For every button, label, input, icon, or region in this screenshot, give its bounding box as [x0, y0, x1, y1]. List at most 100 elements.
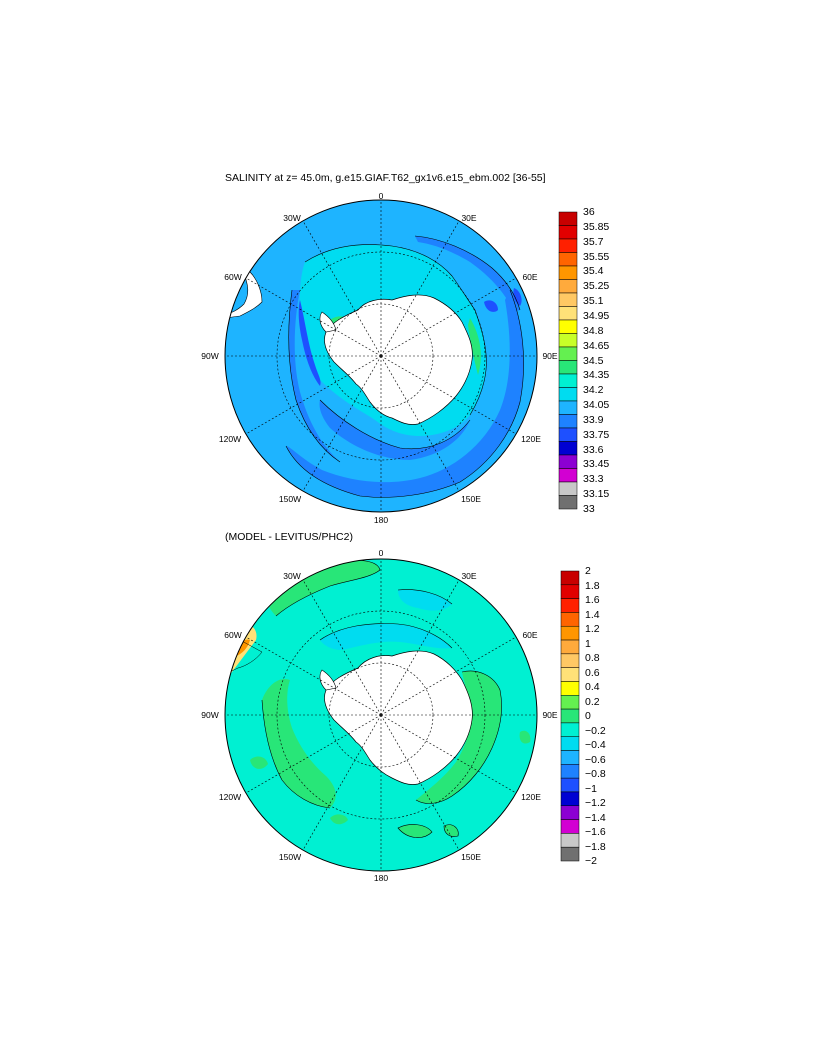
- lon-label: 120W: [218, 792, 242, 802]
- colorbar-swatch: [558, 481, 578, 496]
- difference-map: [224, 558, 538, 872]
- colorbar-swatch: [558, 292, 578, 307]
- colorbar-label: −0.2: [585, 724, 606, 737]
- colorbar-swatch: [558, 427, 578, 442]
- colorbar-label: 33.6: [583, 443, 604, 456]
- colorbar-label: 34.95: [583, 309, 610, 322]
- lon-label: 60E: [522, 272, 538, 282]
- colorbar-label: −1.2: [585, 797, 606, 809]
- colorbar-label: −1: [585, 782, 597, 795]
- colorbar-label: −1.6: [585, 826, 606, 838]
- colorbar-swatch: [560, 570, 580, 586]
- lon-label: 90E: [542, 351, 558, 361]
- colorbar-swatch: [558, 360, 578, 375]
- colorbar-swatch: [558, 279, 578, 294]
- colorbar-label: 35.7: [583, 235, 604, 248]
- colorbar-swatch: [560, 625, 580, 641]
- colorbar-label: 1: [585, 637, 591, 650]
- colorbar-swatch: [560, 695, 580, 710]
- colorbar-label: 1.2: [585, 623, 600, 635]
- colorbar-swatch: [558, 346, 578, 361]
- colorbar-swatch: [558, 454, 578, 469]
- colorbar-label: −0.6: [585, 753, 606, 766]
- lon-label: 90W: [201, 710, 219, 720]
- lon-label: 30E: [461, 213, 477, 223]
- colorbar-swatch: [558, 252, 578, 267]
- salinity-map-title: SALINITY at z= 45.0m, g.e15.GIAF.T62_gx1…: [225, 172, 546, 184]
- lon-label: 60E: [522, 630, 538, 640]
- colorbar-label: 33: [583, 503, 595, 515]
- colorbar-label: 35.1: [583, 295, 604, 308]
- lon-label: 0: [378, 548, 384, 558]
- colorbar-label: 34.2: [583, 384, 604, 397]
- colorbar-swatch: [560, 681, 580, 696]
- colorbar-swatch: [560, 791, 580, 807]
- lon-label: 90W: [201, 351, 219, 361]
- colorbar-swatch: [558, 319, 578, 334]
- colorbar-label: 33.75: [583, 428, 610, 441]
- colorbar-swatch: [558, 373, 578, 388]
- colorbar-label: 1.8: [585, 579, 600, 592]
- colorbar-label: 0: [585, 710, 591, 722]
- colorbar-label: 34.5: [583, 354, 604, 367]
- colorbar-label: 34.65: [583, 339, 610, 352]
- difference-colorbar: [560, 570, 580, 862]
- colorbar-swatch: [558, 468, 578, 483]
- colorbar-label: 33.45: [583, 458, 610, 471]
- colorbar-label: 34.8: [583, 324, 604, 337]
- colorbar-label: 33.15: [583, 488, 610, 501]
- colorbar-swatch: [558, 387, 578, 402]
- colorbar-swatch: [558, 225, 578, 240]
- colorbar-swatch: [558, 441, 578, 456]
- colorbar-swatch: [560, 639, 580, 655]
- colorbar-label: 0.2: [585, 695, 600, 708]
- colorbar-label: 1.6: [585, 594, 600, 606]
- colorbar-swatch: [558, 414, 578, 429]
- colorbar-label: 34.35: [583, 369, 610, 382]
- lon-label: 150W: [278, 494, 302, 504]
- colorbar-swatch: [560, 708, 580, 724]
- salinity-colorbar: [558, 211, 578, 510]
- colorbar-swatch: [558, 211, 578, 226]
- colorbar-swatch: [558, 238, 578, 253]
- colorbar-label: −1.4: [585, 811, 606, 824]
- lon-label: 120W: [218, 434, 242, 444]
- lon-label: 150W: [278, 852, 302, 862]
- colorbar-swatch: [558, 400, 578, 415]
- colorbar-swatch: [560, 667, 580, 682]
- lon-label: 30W: [283, 571, 301, 581]
- colorbar-label: 0.6: [585, 666, 600, 679]
- colorbar-swatch: [560, 736, 580, 751]
- colorbar-swatch: [560, 833, 580, 848]
- colorbar-swatch: [560, 612, 580, 627]
- lon-label: 60W: [224, 630, 242, 640]
- colorbar-swatch: [560, 653, 580, 668]
- colorbar-swatch: [560, 846, 580, 862]
- colorbar-swatch: [558, 306, 578, 321]
- colorbar-swatch: [560, 722, 580, 737]
- colorbar-swatch: [560, 750, 580, 765]
- lon-label: 0: [378, 191, 384, 201]
- colorbar-label: 33.3: [583, 473, 604, 486]
- colorbar-swatch: [560, 777, 580, 793]
- colorbar-label: 0.8: [585, 652, 600, 664]
- colorbar-label: −0.4: [585, 739, 606, 751]
- lon-label: 180: [373, 873, 389, 883]
- lon-label: 90E: [542, 710, 558, 720]
- lon-label: 30W: [283, 213, 301, 223]
- lon-label: 60W: [224, 272, 242, 282]
- lon-label: 150E: [461, 494, 481, 504]
- colorbar-label: 1.4: [585, 608, 600, 621]
- difference-map-title: (MODEL - LEVITUS/PHC2): [225, 531, 353, 543]
- colorbar-label: −2: [585, 855, 597, 867]
- colorbar-label: 35.85: [583, 220, 610, 233]
- colorbar-label: −1.8: [585, 840, 606, 853]
- lon-label: 120E: [521, 792, 541, 802]
- colorbar-label: 35.4: [583, 265, 604, 278]
- colorbar-swatch: [560, 819, 580, 834]
- colorbar-swatch: [558, 265, 578, 280]
- colorbar-swatch: [560, 805, 580, 820]
- colorbar-swatch: [560, 584, 580, 599]
- salinity-map: [224, 199, 538, 513]
